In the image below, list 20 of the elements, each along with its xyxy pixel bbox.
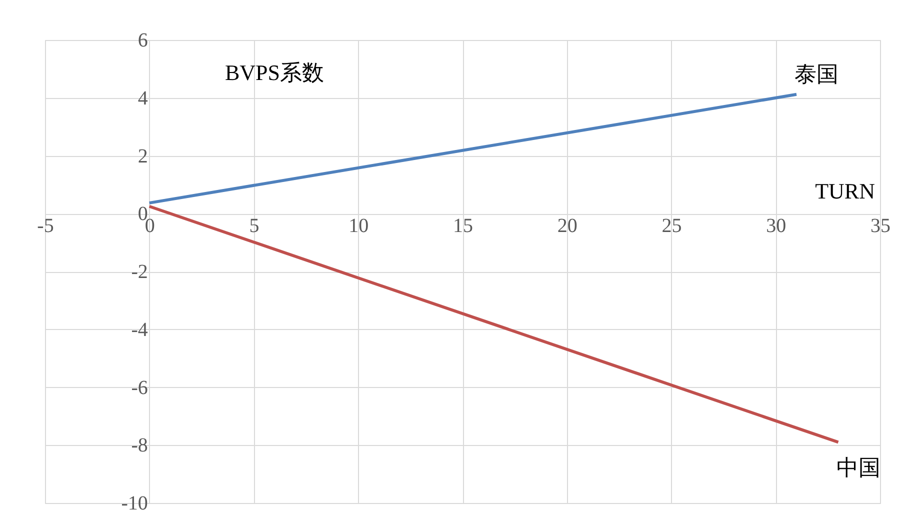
y-tick-label: -4 — [131, 318, 148, 341]
x-tick-label: 20 — [557, 215, 578, 238]
y-tick-label: -8 — [131, 434, 148, 457]
x-tick-label: 25 — [662, 215, 682, 238]
y-tick-label: 4 — [138, 87, 148, 110]
x-tick-label: 15 — [453, 215, 473, 238]
x-tick-label: -5 — [37, 215, 54, 238]
x-tick-label: 5 — [249, 215, 260, 238]
series-label: 泰国 — [794, 61, 838, 86]
y-tick-label: -10 — [121, 492, 148, 514]
y-tick-label: -2 — [131, 261, 148, 283]
x-tick-label: 30 — [766, 215, 786, 238]
x-axis-title: TURN — [815, 178, 876, 204]
x-tick-label: 10 — [348, 215, 369, 238]
y-tick-label: 2 — [138, 145, 148, 168]
y-tick-label: -6 — [131, 376, 148, 399]
y-tick-label: 6 — [138, 30, 148, 52]
x-tick-label: 35 — [870, 215, 890, 238]
y-axis-title: BVPS系数 — [225, 60, 324, 85]
series-label: 中国 — [836, 455, 880, 480]
